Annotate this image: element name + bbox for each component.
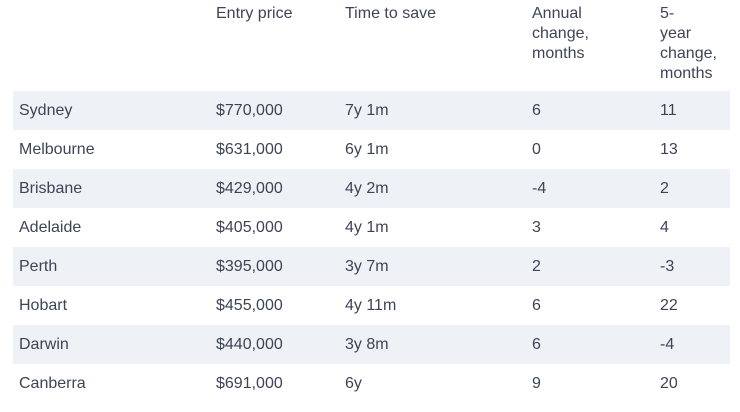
table-body: Sydney $770,000 7y 1m 6 11 Melbourne $63… (13, 91, 730, 403)
city-cell: Adelaide (19, 219, 82, 236)
entry-price-cell: $395,000 (216, 258, 283, 275)
time-to-save-cell: 7y 1m (345, 102, 389, 119)
time-to-save-cell: 4y 2m (345, 180, 389, 197)
city-cell: Canberra (19, 375, 86, 392)
five-year-change-cell: 4 (660, 219, 669, 236)
five-year-change-cell: 13 (660, 141, 678, 158)
city-cell: Brisbane (19, 180, 83, 197)
five-year-change-cell: 2 (660, 180, 669, 197)
header-row: Entry price Time to save Annual change, … (13, 0, 730, 91)
table-row-brisbane: Brisbane $429,000 4y 2m -4 2 (13, 169, 730, 208)
entry-price-cell: $691,000 (216, 375, 283, 392)
table-row-canberra: Canberra $691,000 6y 9 20 (13, 364, 730, 403)
time-to-save-cell: 3y 8m (345, 336, 389, 353)
table-row-melbourne: Melbourne $631,000 6y 1m 0 13 (13, 130, 730, 169)
city-cell: Darwin (19, 336, 69, 353)
city-cell: Hobart (19, 297, 68, 314)
annual-change-cell: 6 (532, 102, 541, 119)
time-to-save-cell: 4y 11m (345, 297, 397, 314)
annual-change-cell: 0 (532, 141, 541, 158)
column-header-five-year-change: 5- year change, months (660, 5, 717, 82)
time-to-save-cell: 6y 1m (345, 141, 389, 158)
five-year-change-cell: 11 (660, 102, 677, 119)
annual-change-cell: 6 (532, 336, 541, 353)
city-cell: Sydney (19, 102, 73, 119)
table-row-perth: Perth $395,000 3y 7m 2 -3 (13, 247, 730, 286)
five-year-change-cell: 22 (660, 297, 678, 314)
annual-change-cell: -4 (532, 180, 547, 197)
annual-change-cell: 3 (532, 219, 541, 236)
city-cell: Perth (19, 258, 58, 275)
annual-change-cell: 2 (532, 258, 541, 275)
time-to-save-cell: 3y 7m (345, 258, 389, 275)
five-year-change-cell: 20 (660, 375, 678, 392)
table-header: Entry price Time to save Annual change, … (13, 0, 730, 91)
time-to-save-cell: 6y (345, 375, 362, 392)
table-row-hobart: Hobart $455,000 4y 11m 6 22 (13, 286, 730, 325)
annual-change-cell: 9 (532, 375, 541, 392)
table-row-sydney: Sydney $770,000 7y 1m 6 11 (13, 91, 730, 130)
entry-price-cell: $455,000 (216, 297, 283, 314)
entry-price-cell: $429,000 (216, 180, 283, 197)
housing-savings-table: Entry price Time to save Annual change, … (13, 0, 730, 403)
entry-price-cell: $770,000 (216, 102, 283, 119)
five-year-change-cell: -4 (660, 336, 675, 353)
table-row-darwin: Darwin $440,000 3y 8m 6 -4 (13, 325, 730, 364)
entry-price-cell: $631,000 (216, 141, 283, 158)
entry-price-cell: $405,000 (216, 219, 283, 236)
time-to-save-cell: 4y 1m (345, 219, 389, 236)
annual-change-cell: 6 (532, 297, 541, 314)
table-row-adelaide: Adelaide $405,000 4y 1m 3 4 (13, 208, 730, 247)
column-header-city (13, 0, 216, 91)
city-cell: Melbourne (19, 141, 95, 158)
column-header-time-to-save: Time to save (345, 5, 436, 22)
entry-price-cell: $440,000 (216, 336, 283, 353)
column-header-annual-change: Annual change, months (532, 5, 589, 62)
five-year-change-cell: -3 (660, 258, 675, 275)
column-header-entry-price: Entry price (216, 5, 293, 22)
